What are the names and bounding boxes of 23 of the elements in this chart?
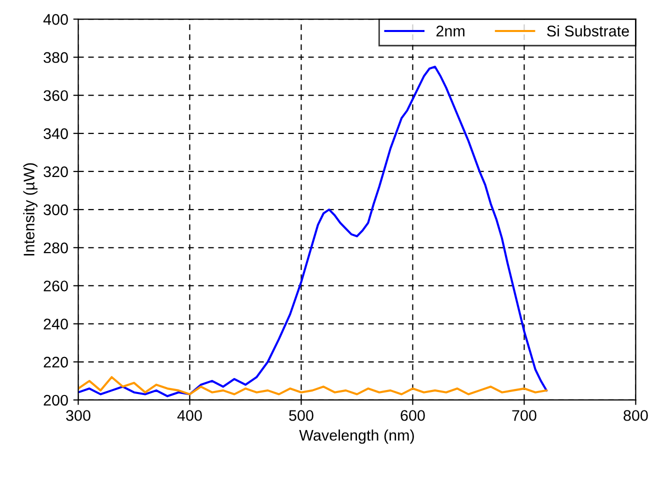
legend-label: 2nm [436, 26, 464, 36]
y-tick-label: 400 [43, 14, 68, 25]
y-tick-label: 340 [44, 128, 68, 140]
y-axis-title: Intensity (µW) [23, 163, 38, 256]
line-series [78, 376, 548, 396]
y-tick-label: 380 [44, 52, 68, 63]
x-tick-label: 700 [512, 410, 536, 421]
y-tick-label: 220 [44, 356, 68, 368]
x-tick-label: 300 [66, 410, 90, 421]
x-tick-label: 500 [289, 410, 314, 421]
x-tick-label: 600 [400, 410, 425, 421]
y-tick-label: 300 [44, 204, 68, 216]
y-tick-label: 200 [44, 394, 68, 406]
x-tick-label: 800 [624, 410, 648, 421]
y-tick-label: 360 [44, 90, 68, 102]
y-tick-label: 240 [44, 318, 68, 330]
x-tick-label: 400 [177, 410, 202, 421]
line-series [78, 66, 548, 398]
y-tick-label: 260 [44, 280, 68, 292]
x-axis-title: Wavelength (nm) [299, 429, 414, 444]
y-tick-label: 320 [44, 166, 68, 178]
legend-label: Si Substrate [547, 25, 629, 36]
y-tick-label: 280 [44, 242, 68, 254]
